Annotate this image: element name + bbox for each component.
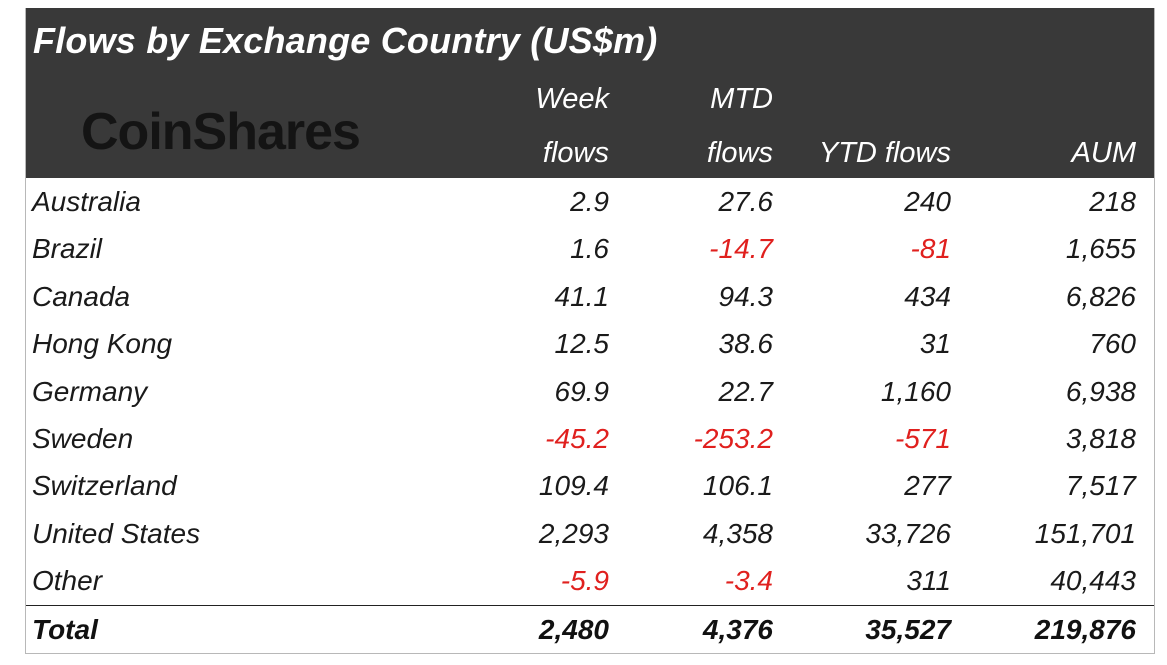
table-row: Switzerland 109.4 106.1 277 7,517 bbox=[26, 462, 1154, 509]
table-row: Australia 2.9 27.6 240 218 bbox=[26, 178, 1154, 225]
total-mtd: 4,376 bbox=[702, 614, 773, 645]
cell-ytd: 311 bbox=[906, 565, 951, 597]
row-country: Sweden bbox=[32, 422, 134, 454]
cell-mtd: 38.6 bbox=[718, 328, 774, 360]
cell-mtd: -14.7 bbox=[709, 233, 773, 265]
col-aum-header: AUM bbox=[1071, 137, 1136, 169]
cell-aum: 40,443 bbox=[1050, 565, 1136, 597]
cell-ytd: -81 bbox=[910, 233, 951, 265]
cell-ytd: 1,160 bbox=[880, 375, 951, 407]
total-ytd: 35,527 bbox=[865, 614, 951, 645]
cell-ytd: 277 bbox=[904, 470, 951, 502]
cell-aum: 3,818 bbox=[1065, 422, 1136, 454]
row-country: Switzerland bbox=[32, 470, 177, 502]
cell-aum: 1,655 bbox=[1065, 233, 1136, 265]
cell-ytd: -571 bbox=[894, 422, 951, 454]
total-week: 2,480 bbox=[538, 614, 609, 645]
table-row: Canada 41.1 94.3 434 6,826 bbox=[26, 273, 1154, 320]
col-week-line1: Week bbox=[535, 83, 609, 115]
table-row: Brazil 1.6 -14.7 -81 1,655 bbox=[26, 225, 1154, 272]
table-header: Flows by Exchange Country (US$m) CoinSha… bbox=[26, 8, 1154, 178]
coinshares-logo: CoinShares bbox=[81, 103, 361, 161]
cell-mtd: -253.2 bbox=[693, 422, 773, 454]
total-row: Total 2,480 4,376 35,527 219,876 bbox=[26, 605, 1154, 654]
table-title: Flows by Exchange Country (US$m) bbox=[33, 20, 658, 61]
row-country: United States bbox=[32, 517, 201, 549]
cell-aum: 760 bbox=[1089, 328, 1136, 360]
cell-ytd: 240 bbox=[904, 186, 951, 217]
row-country: Canada bbox=[32, 280, 131, 312]
cell-ytd: 434 bbox=[904, 280, 951, 312]
cell-week: 69.9 bbox=[554, 375, 610, 407]
cell-aum: 7,517 bbox=[1065, 470, 1136, 502]
cell-mtd: 94.3 bbox=[718, 280, 774, 312]
row-country: Germany bbox=[32, 375, 148, 407]
total-label: Total bbox=[32, 614, 98, 645]
cell-aum: 6,938 bbox=[1065, 375, 1136, 407]
cell-week: 41.1 bbox=[554, 280, 610, 312]
table-body: Australia 2.9 27.6 240 218 Brazil 1.6 -14.7 -81 1… bbox=[26, 178, 1154, 605]
cell-week: 12.5 bbox=[554, 328, 610, 360]
cell-aum: 6,826 bbox=[1065, 280, 1136, 312]
cell-ytd: 31 bbox=[919, 328, 951, 360]
cell-mtd: 106.1 bbox=[702, 470, 773, 502]
row-country: Hong Kong bbox=[32, 328, 173, 360]
cell-ytd: 33,726 bbox=[865, 517, 951, 549]
flows-table: Flows by Exchange Country (US$m) CoinSha… bbox=[25, 8, 1155, 654]
cell-week: 109.4 bbox=[538, 470, 609, 502]
table-row: Germany 69.9 22.7 1,160 6,938 bbox=[26, 368, 1154, 415]
col-mtd-line2: flows bbox=[706, 137, 773, 169]
table-row: United States 2,293 4,358 33,726 151,701 bbox=[26, 510, 1154, 557]
row-country: Australia bbox=[32, 186, 141, 217]
table-row: Sweden -45.2 -253.2 -571 3,818 bbox=[26, 415, 1154, 462]
cell-week: 1.6 bbox=[570, 233, 609, 265]
table-row: Other -5.9 -3.4 311 40,443 bbox=[26, 557, 1154, 604]
cell-week: -5.9 bbox=[560, 565, 609, 597]
row-country: Other bbox=[32, 565, 103, 597]
table-row: Hong Kong 12.5 38.6 31 760 bbox=[26, 320, 1154, 367]
cell-mtd: 22.7 bbox=[718, 375, 774, 407]
cell-week: -45.2 bbox=[545, 422, 609, 454]
cell-aum: 151,701 bbox=[1034, 517, 1136, 549]
cell-mtd: 27.6 bbox=[718, 186, 774, 217]
total-aum: 219,876 bbox=[1034, 614, 1136, 645]
row-country: Brazil bbox=[32, 233, 103, 265]
cell-mtd: 4,358 bbox=[702, 517, 773, 549]
cell-mtd: -3.4 bbox=[724, 565, 773, 597]
col-mtd-line1: MTD bbox=[710, 83, 773, 115]
cell-week: 2.9 bbox=[570, 186, 609, 217]
col-ytd-header: YTD flows bbox=[818, 137, 951, 169]
col-week-line2: flows bbox=[542, 137, 609, 169]
cell-aum: 218 bbox=[1089, 186, 1136, 217]
cell-week: 2,293 bbox=[538, 517, 609, 549]
